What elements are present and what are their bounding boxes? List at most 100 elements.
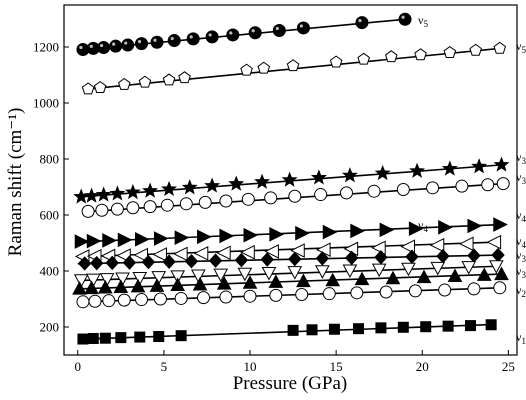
data-point [73,188,90,204]
data-point [371,240,386,256]
series: ν4 [74,218,502,264]
data-point-highlight [189,35,193,39]
data-point [315,265,330,279]
data-point [493,41,507,54]
data-point [153,231,169,246]
data-point [205,30,219,44]
series: ν5 [81,39,526,95]
data-point [113,279,129,293]
data-point [367,184,381,198]
data-point [109,39,123,53]
data-point [329,55,343,68]
data-point [198,195,212,209]
data-point [242,275,258,289]
data-point-highlight [358,19,362,23]
data-point [162,254,176,269]
data-point [496,177,510,191]
data-point [197,291,211,305]
data-point [110,202,124,216]
data-point [99,332,111,344]
data-point [124,183,141,200]
data-point [179,197,193,211]
data-point [243,289,257,303]
data-point [93,80,107,93]
data-point [85,273,101,288]
data-point [153,292,167,306]
data-point [328,323,340,335]
data-point [374,164,391,181]
series-label: ν4 [516,208,526,224]
data-point [135,37,149,51]
data-point [469,43,482,56]
data-point [398,12,412,26]
data-point [443,45,457,58]
data-point [216,245,231,261]
data-point [162,73,176,86]
data-point [135,293,149,307]
data-point [384,50,398,63]
data-point [429,237,445,253]
data-point [88,294,102,308]
data-point [167,34,181,48]
data-point [208,253,223,268]
data-point [141,254,156,270]
data-point [408,221,424,237]
data-point [476,267,492,281]
data-point [135,232,150,247]
data-point [161,180,178,197]
data-point [226,28,240,42]
data-point [150,35,164,49]
data-point [491,247,505,263]
series-label: ν2 [516,283,526,299]
data-point [142,182,159,198]
series-label: ν5 [418,13,428,29]
data-point [339,186,353,200]
y-tick-label: 400 [40,264,60,279]
data-point [122,255,137,270]
data-point [237,267,253,282]
data-point [240,244,255,260]
series: ν3 [72,264,526,295]
y-tick-label: 800 [40,152,60,167]
data-point [400,239,415,254]
data-point [295,225,310,241]
data-point [90,255,104,271]
x-tick-label: 25 [502,359,515,374]
data-point [99,273,115,287]
data-point [160,198,174,212]
data-point [204,177,221,193]
data-point [126,201,140,215]
data-point [396,183,410,197]
series-label: ν5 [516,39,526,55]
data-point [178,71,191,84]
data-point-highlight [299,24,304,28]
data-point [493,281,507,295]
data-point [74,234,90,249]
data-point [467,218,483,234]
data-point [455,179,469,193]
data-point [73,274,89,288]
data-point [447,268,463,283]
data-point [354,271,370,286]
data-point [375,322,387,334]
data-point [269,288,283,302]
data-point [149,278,165,292]
data-point [288,251,302,267]
data-point [77,256,92,271]
data-point [385,270,401,285]
data-point [288,189,302,203]
data-point [170,277,186,291]
series: ν4 [74,208,526,249]
data-point [438,220,453,235]
data-point [81,82,95,95]
data-point [353,323,365,335]
series: ν2 [76,281,526,309]
data-point [84,280,99,295]
data-point [175,330,187,342]
data-point [181,179,198,195]
data-point [213,268,229,283]
data-point [83,187,100,203]
data-point [186,32,200,46]
data-point [243,227,259,243]
data-point [315,251,330,266]
